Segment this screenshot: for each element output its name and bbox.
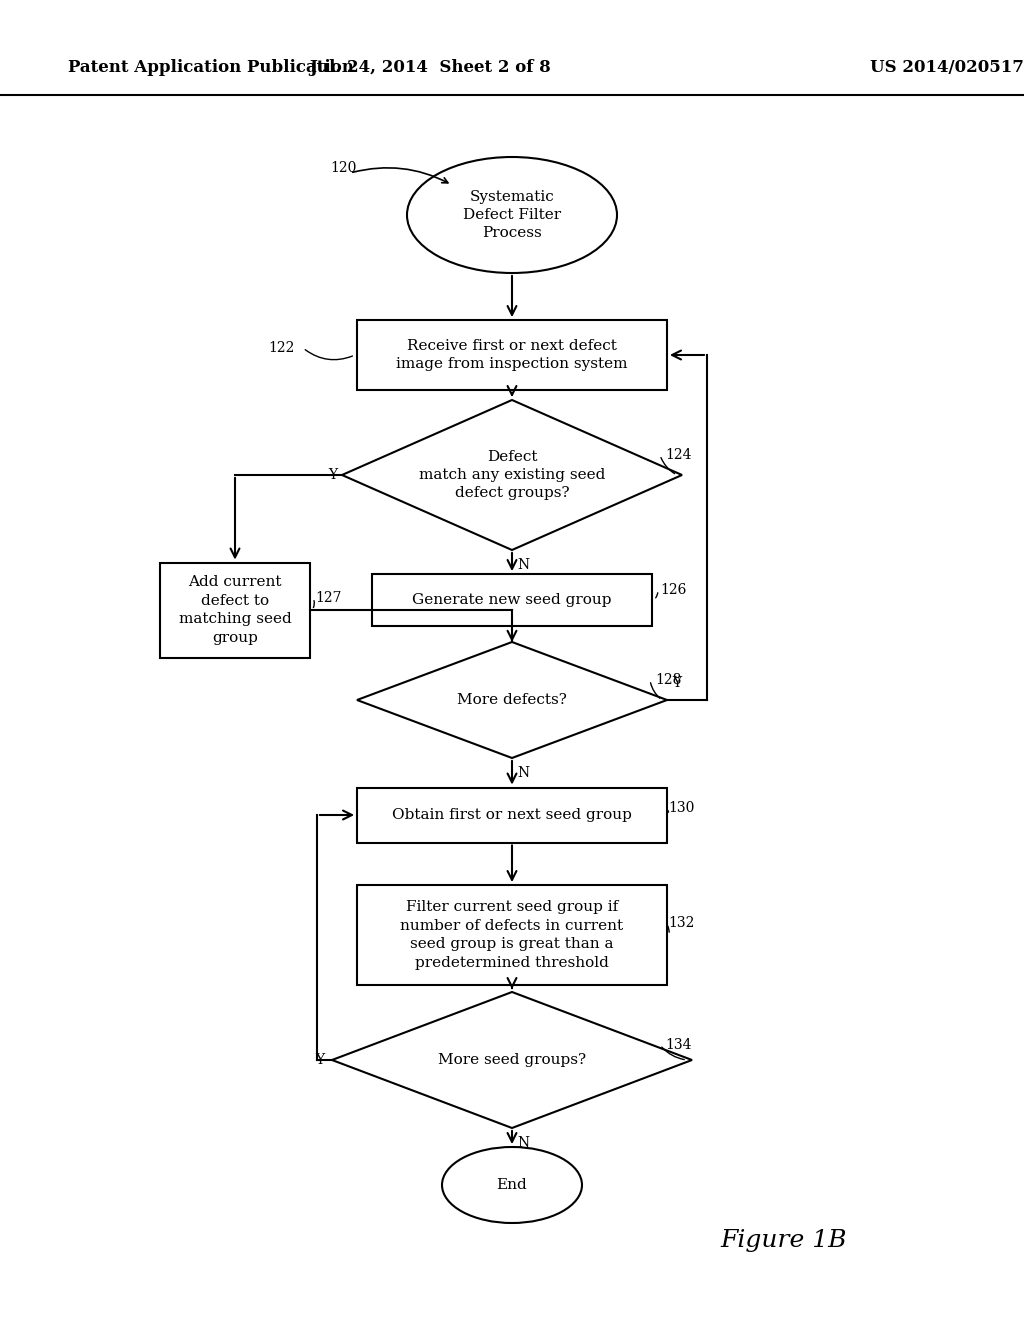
Text: 127: 127 bbox=[315, 591, 341, 605]
Text: 130: 130 bbox=[668, 801, 694, 814]
Text: Receive first or next defect
image from inspection system: Receive first or next defect image from … bbox=[396, 339, 628, 371]
Text: End: End bbox=[497, 1177, 527, 1192]
Text: N: N bbox=[517, 558, 529, 572]
FancyBboxPatch shape bbox=[372, 574, 652, 626]
Text: More seed groups?: More seed groups? bbox=[438, 1053, 586, 1067]
Text: Defect
match any existing seed
defect groups?: Defect match any existing seed defect gr… bbox=[419, 450, 605, 500]
Polygon shape bbox=[357, 642, 667, 758]
Text: More defects?: More defects? bbox=[457, 693, 567, 708]
Text: N: N bbox=[517, 1137, 529, 1150]
Text: Figure 1B: Figure 1B bbox=[720, 1229, 847, 1251]
Text: 134: 134 bbox=[665, 1038, 691, 1052]
Text: 128: 128 bbox=[655, 673, 681, 686]
Text: 120: 120 bbox=[330, 161, 356, 176]
Text: Y: Y bbox=[314, 1053, 324, 1067]
Text: Systematic
Defect Filter
Process: Systematic Defect Filter Process bbox=[463, 190, 561, 240]
FancyBboxPatch shape bbox=[357, 884, 667, 985]
Text: 132: 132 bbox=[668, 916, 694, 931]
Ellipse shape bbox=[442, 1147, 582, 1224]
Text: 126: 126 bbox=[660, 583, 686, 597]
Text: N: N bbox=[517, 766, 529, 780]
Text: Y: Y bbox=[328, 469, 337, 482]
Text: US 2014/0205179 A1: US 2014/0205179 A1 bbox=[870, 59, 1024, 77]
Text: Filter current seed group if
number of defects in current
seed group is great th: Filter current seed group if number of d… bbox=[400, 900, 624, 970]
Polygon shape bbox=[342, 400, 682, 550]
Text: 124: 124 bbox=[665, 447, 691, 462]
Text: Jul. 24, 2014  Sheet 2 of 8: Jul. 24, 2014 Sheet 2 of 8 bbox=[309, 59, 551, 77]
Ellipse shape bbox=[407, 157, 617, 273]
Polygon shape bbox=[332, 993, 692, 1129]
Text: Obtain first or next seed group: Obtain first or next seed group bbox=[392, 808, 632, 822]
FancyBboxPatch shape bbox=[357, 788, 667, 842]
Text: Y: Y bbox=[672, 676, 681, 690]
Text: Patent Application Publication: Patent Application Publication bbox=[68, 59, 354, 77]
Text: 122: 122 bbox=[268, 341, 295, 355]
Text: Add current
defect to
matching seed
group: Add current defect to matching seed grou… bbox=[178, 576, 292, 644]
FancyBboxPatch shape bbox=[160, 562, 310, 657]
Text: Generate new seed group: Generate new seed group bbox=[413, 593, 611, 607]
FancyBboxPatch shape bbox=[357, 319, 667, 389]
